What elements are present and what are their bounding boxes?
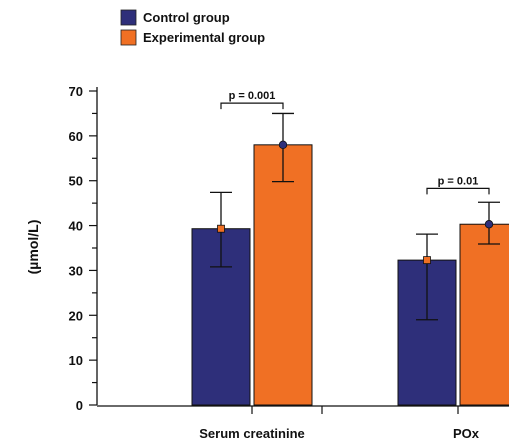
y-tick-label: 10 (69, 353, 83, 368)
y-tick-label: 30 (69, 263, 83, 278)
y-tick-label: 70 (69, 84, 83, 99)
legend-label: Experimental group (143, 30, 265, 45)
bars (191, 144, 509, 406)
legend: Control group Experimental group (120, 9, 265, 46)
mean-markers (217, 140, 494, 265)
y-tick-label: 60 (69, 129, 83, 144)
legend-swatch (120, 29, 137, 46)
significance-bracket (426, 187, 490, 195)
mean-marker (217, 224, 225, 233)
y-tick-label: 50 (69, 174, 83, 189)
legend-label: Control group (143, 10, 230, 25)
legend-swatch (120, 9, 137, 26)
significance-brackets: p = 0.001 p = 0.01 (220, 90, 490, 195)
x-tick-label: Serum creatinine (199, 426, 305, 441)
mean-marker (423, 256, 431, 265)
y-tick-label: 40 (69, 219, 83, 234)
significance-bracket (220, 102, 284, 110)
x-tick-label: POx (453, 426, 480, 441)
axes: 0 10 20 30 40 50 60 70 (69, 84, 509, 414)
p-value-label: p = 0.01 (438, 175, 479, 187)
p-value-label: p = 0.001 (229, 90, 276, 102)
y-axis-label: (µmol/L) (25, 220, 41, 275)
mean-marker (484, 220, 494, 229)
bar (253, 144, 313, 406)
category-labels: Serum creatinine POx (199, 426, 480, 441)
y-tick-label: 0 (76, 398, 83, 413)
bar (459, 223, 509, 406)
mean-marker (278, 140, 288, 150)
y-tick-label: 20 (69, 308, 83, 323)
